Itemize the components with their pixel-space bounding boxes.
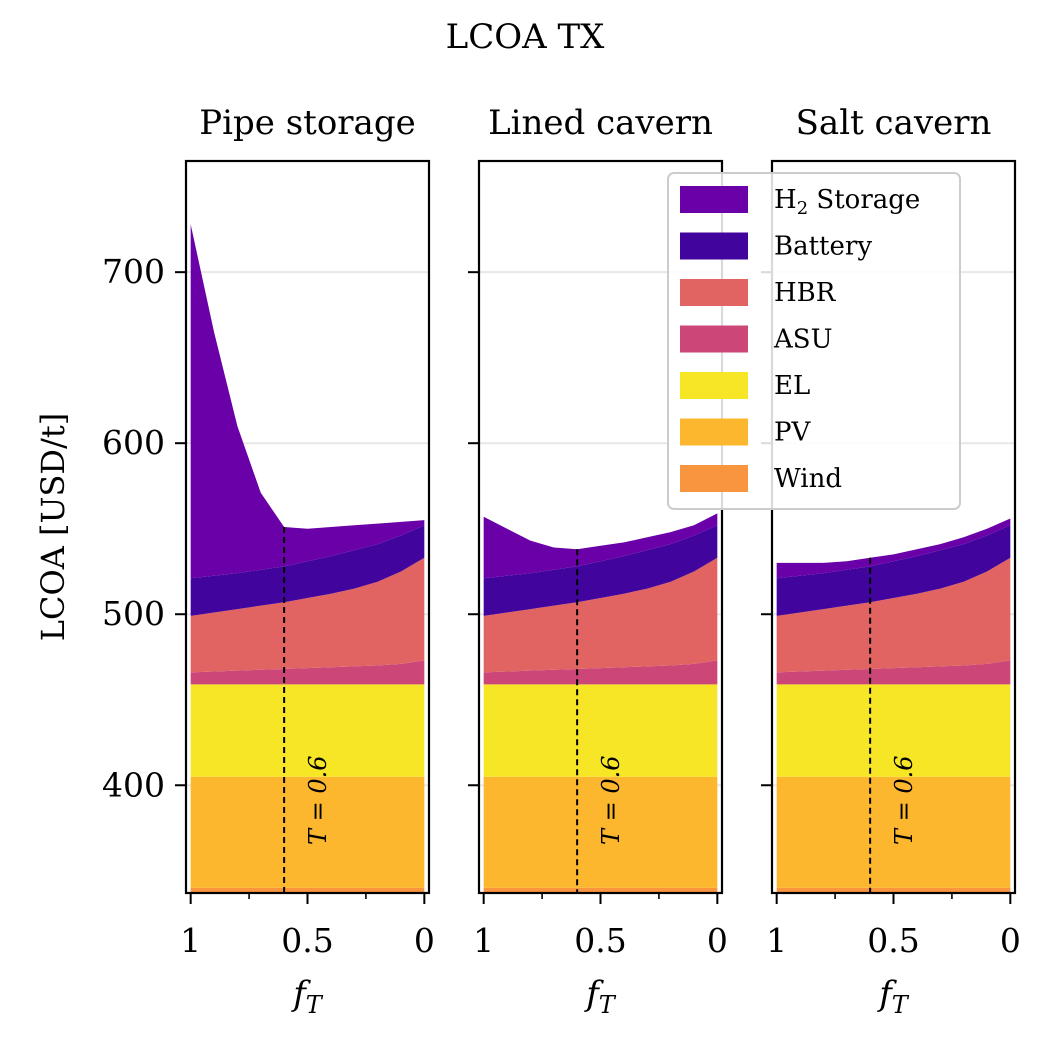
area-el bbox=[190, 684, 425, 777]
x-tick-label: 0 bbox=[1000, 921, 1021, 960]
area-wind bbox=[776, 887, 1011, 893]
area-battery bbox=[483, 525, 718, 616]
x-tick-label: 0 bbox=[414, 921, 435, 960]
y-tick-label: 600 bbox=[102, 423, 165, 462]
legend-swatch-battery bbox=[680, 232, 748, 260]
legend-swatch-pv bbox=[680, 418, 748, 446]
area-asu bbox=[776, 660, 1011, 685]
y-tick-label: 400 bbox=[102, 765, 165, 804]
legend: H2 Storage Battery HBR ASU EL PV Wind bbox=[667, 172, 961, 510]
stacked-areas bbox=[190, 224, 425, 893]
legend-label-h2: H2 Storage bbox=[774, 185, 920, 219]
area-pv bbox=[190, 776, 425, 888]
area-h2-storage bbox=[190, 224, 425, 579]
panel-pipe-storage: T = 0.6 Pipe storage 400 500 600 700 1 0.5 0 fT bbox=[102, 103, 435, 1019]
area-wind bbox=[483, 887, 718, 893]
legend-swatch-el bbox=[680, 372, 748, 399]
x-tick-label: 0.5 bbox=[281, 921, 333, 960]
chart-title: LCOA TX bbox=[446, 17, 606, 57]
threshold-annotation: T = 0.6 bbox=[597, 755, 625, 845]
x-tick-label: 0.5 bbox=[867, 921, 919, 960]
area-h2-storage bbox=[776, 518, 1011, 579]
area-hbr bbox=[776, 557, 1011, 673]
area-el bbox=[483, 684, 718, 777]
legend-label-el: EL bbox=[774, 371, 810, 401]
legend-label-wind: Wind bbox=[774, 464, 842, 494]
x-axis-label: fT bbox=[583, 974, 617, 1019]
stacked-areas bbox=[776, 518, 1011, 893]
area-battery bbox=[776, 525, 1011, 616]
threshold-annotation: T = 0.6 bbox=[890, 755, 918, 845]
area-battery bbox=[190, 525, 425, 616]
y-tick-label: 700 bbox=[102, 252, 165, 291]
stacked-areas bbox=[483, 513, 718, 893]
legend-swatch-hbr bbox=[680, 279, 748, 306]
x-tick-label: 0.5 bbox=[574, 921, 626, 960]
area-pv bbox=[483, 776, 718, 888]
area-hbr bbox=[483, 557, 718, 673]
panel-title: Salt cavern bbox=[796, 103, 992, 143]
x-tick-label: 1 bbox=[766, 921, 787, 960]
x-axis-label: fT bbox=[876, 974, 910, 1019]
y-axis-label: LCOA [USD/t] bbox=[34, 413, 72, 641]
legend-swatch-asu bbox=[680, 325, 748, 353]
x-tick-label: 1 bbox=[180, 921, 201, 960]
area-asu bbox=[483, 660, 718, 685]
legend-label-pv: PV bbox=[774, 418, 811, 448]
panel-title: Pipe storage bbox=[199, 103, 415, 143]
area-asu bbox=[190, 660, 425, 685]
panel-salt-cavern: T = 0.6 Salt cavern 1 0.5 0 fT bbox=[761, 103, 1021, 1019]
area-h2-storage bbox=[483, 513, 718, 579]
y-tick-label: 500 bbox=[102, 594, 165, 633]
area-wind bbox=[190, 887, 425, 893]
legend-swatch-h2 bbox=[680, 186, 748, 213]
x-axis-label: fT bbox=[290, 974, 324, 1019]
legend-label-hbr: HBR bbox=[774, 278, 837, 308]
legend-label-asu: ASU bbox=[773, 325, 833, 355]
area-el bbox=[776, 684, 1011, 777]
x-tick-label: 0 bbox=[707, 921, 728, 960]
legend-label-battery: Battery bbox=[774, 232, 872, 262]
threshold-annotation: T = 0.6 bbox=[304, 755, 332, 845]
legend-swatch-wind bbox=[680, 465, 748, 492]
panel-title: Lined cavern bbox=[488, 103, 713, 143]
area-pv bbox=[776, 776, 1011, 888]
panel-lined-cavern: T = 0.6 Lined cavern 1 0.5 0 fT bbox=[468, 103, 728, 1019]
x-tick-label: 1 bbox=[473, 921, 494, 960]
area-hbr bbox=[190, 557, 425, 673]
